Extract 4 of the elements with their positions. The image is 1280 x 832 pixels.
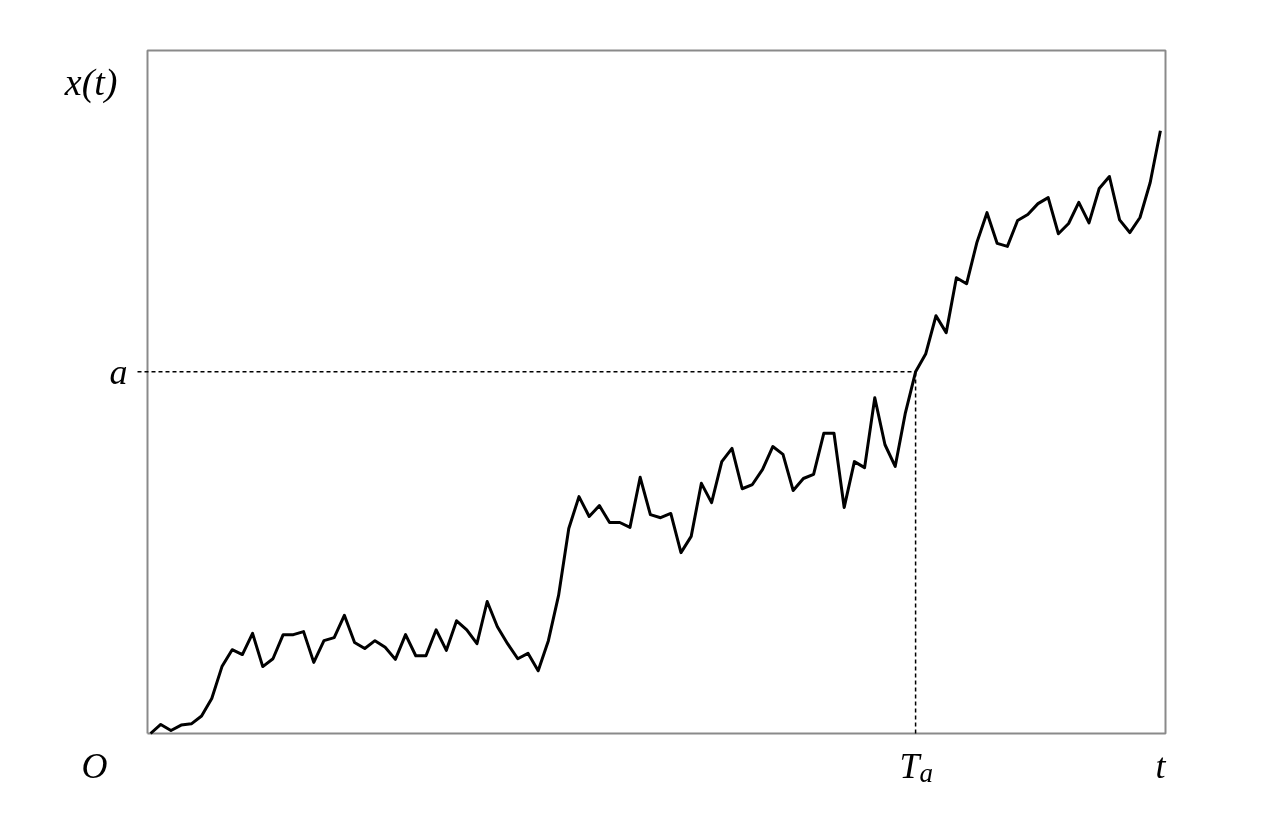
y-axis-title: x(t) (63, 60, 118, 104)
x-axis-title: t (1155, 745, 1167, 786)
text: O (81, 745, 108, 786)
ref-line-label: a (109, 351, 128, 392)
